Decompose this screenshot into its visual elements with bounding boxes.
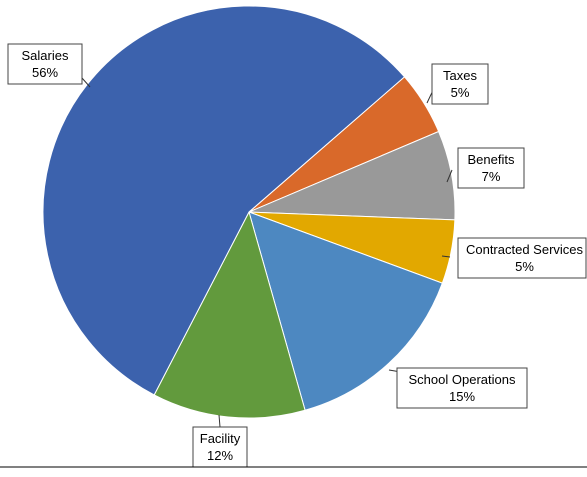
callout-box [457, 147, 525, 189]
data-label-callouts: Taxes 5% Benefits 7% Contracted Services 5% Sc… [7, 43, 587, 468]
slice-label: Salaries [22, 48, 69, 63]
pie-slice-school-operations [248, 211, 443, 411]
pie-slice-facility [153, 210, 306, 419]
leader-line-facility [218, 414, 221, 428]
leader-line-salaries [81, 77, 91, 88]
callout-box [7, 43, 83, 85]
slice-label: Taxes [443, 68, 477, 83]
slice-label: Benefits [468, 152, 515, 167]
callout-benefits: Benefits 7% [457, 147, 525, 189]
pie-slices [42, 5, 456, 419]
callout-salaries: Salaries 56% [7, 43, 83, 85]
callout-box [457, 237, 587, 279]
callout-box [192, 426, 248, 468]
callout-box [396, 367, 528, 409]
callout-school-operations: School Operations 15% [396, 367, 528, 409]
slice-value-label: 5% [515, 259, 534, 274]
slice-label: Contracted Services [466, 242, 584, 257]
leader-line-contracted-services [441, 255, 451, 258]
slice-value-label: 12% [207, 448, 233, 463]
leader-line-benefits [446, 169, 453, 183]
callout-contracted-services: Contracted Services 5% [457, 237, 587, 279]
slice-label: Facility [200, 431, 241, 446]
slice-value-label: 5% [451, 85, 470, 100]
pie-slice-salaries [42, 5, 406, 396]
slice-value-label: 7% [482, 169, 501, 184]
callout-box [431, 63, 489, 105]
slice-value-label: 56% [32, 65, 58, 80]
callout-taxes: Taxes 5% [431, 63, 489, 105]
callout-facility: Facility 12% [192, 426, 248, 468]
slice-label: School Operations [409, 372, 516, 387]
slice-value-label: 15% [449, 389, 475, 404]
